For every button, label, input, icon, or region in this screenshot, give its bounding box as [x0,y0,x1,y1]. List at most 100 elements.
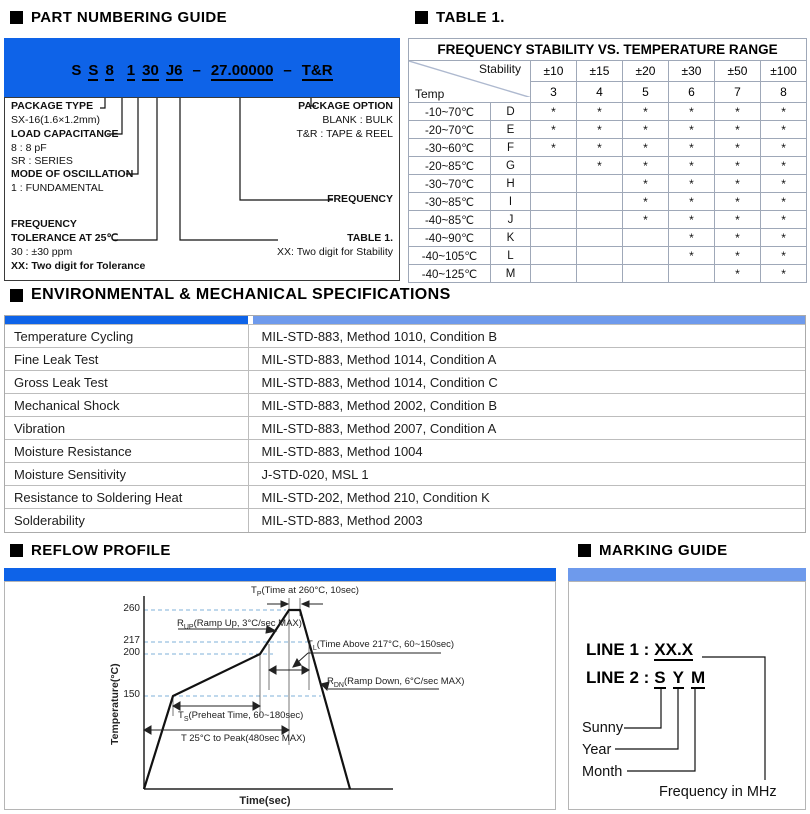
reflow-profile-chart: 260 217 200 150 Temperature(°C) Time(sec… [4,581,556,810]
spec-item: Moisture Resistance [5,439,249,463]
temp-code-cell: M [490,264,531,284]
table-row: -20~85℃ G * * * * * [408,156,808,176]
mark-cell: * [530,138,577,158]
part-number-banner: S S 8 1 30 J6 – 27.00000 – T&R [4,38,400,97]
table1-heading: TABLE 1. [415,9,505,26]
annotation-ramp-up: RUP(Ramp Up, 3°C/sec MAX) [177,618,302,631]
table-row: -10~70℃ D * * * * * * [408,102,808,122]
line2-char-m: M [690,668,706,689]
y-axis-label: Temperature(°C) [109,663,121,745]
square-bullet-icon [10,11,23,24]
table-row: Solderability MIL-STD-883, Method 2003 [5,508,805,532]
mark-cell [530,156,577,176]
table-row: Resistance to Soldering Heat MIL-STD-202… [5,485,805,509]
label-package-type: PACKAGE TYPE [11,100,94,112]
mark-cell: * [759,210,808,230]
stability-code-header: 6 [668,81,715,104]
label-freq-tol-1: FREQUENCY [11,218,77,230]
stability-code-header: 4 [576,81,623,104]
mark-cell [530,192,577,212]
label-load-cap-v2: SR : SERIES [11,155,73,167]
corner-stability-label: Stability [478,62,521,76]
mark-cell: * [622,174,669,194]
mark-cell: * [622,138,669,158]
mark-cell: * [759,102,808,122]
temp-range-cell: -30~85℃ [408,192,491,212]
stability-code-header: 5 [622,81,669,104]
dash-separator: – [192,62,201,79]
stability-code-header: 3 [530,81,577,104]
mark-cell: * [668,228,715,248]
annotation-tp: TP(Time at 260°C, 10sec) [251,585,359,598]
stability-col-header: ±50 [714,59,761,83]
stability-col-header: ±30 [668,59,715,83]
temp-code-cell: F [490,138,531,158]
legend-sunny: Sunny [582,720,624,736]
spec-item: Vibration [5,416,249,440]
mark-cell: * [576,102,623,122]
env-table-header-strip [5,316,805,324]
label-frequency: FREQUENCY [327,193,393,205]
y-tick-150: 150 [123,689,140,700]
marking-header-strip [568,568,806,581]
mark-cell [576,174,623,194]
part-code-segment: S [88,62,99,81]
stability-table-container: FREQUENCY STABILITY VS. TEMPERATURE RANG… [407,38,808,284]
temp-code-cell: D [490,102,531,122]
mark-cell: * [622,210,669,230]
table-row: Moisture Sensitivity J-STD-020, MSL 1 [5,462,805,486]
corner-temp-label: Temp [415,87,445,102]
dash-separator: – [283,62,292,79]
legend-month: Month [582,764,623,780]
x-axis-label: Time(sec) [239,795,291,807]
label-table1-ref-v: XX: Two digit for Stability [277,246,393,258]
spec-item: Temperature Cycling [5,324,249,348]
mark-cell: * [714,102,761,122]
part-code-segment: T&R [301,62,333,81]
temp-range-cell: -20~70℃ [408,120,491,140]
stability-col-header: ±15 [576,59,623,83]
table-row: Mechanical Shock MIL-STD-883, Method 200… [5,393,805,417]
mark-cell [576,264,623,284]
part-code-segment: 27.00000 [210,62,274,81]
mark-cell [576,246,623,266]
table-row: Gross Leak Test MIL-STD-883, Method 1014… [5,370,805,394]
table-row: Moisture Resistance MIL-STD-883, Method … [5,439,805,463]
spec-value: MIL-STD-202, Method 210, Condition K [248,485,805,509]
table-row: Vibration MIL-STD-883, Method 2007, Cond… [5,416,805,440]
mark-cell: * [714,156,761,176]
stability-col-header: ±10 [530,59,577,83]
table-row: -40~125℃ M * * [408,264,808,284]
spec-item: Gross Leak Test [5,370,249,394]
frequency-note: Frequency in MHz [659,784,777,800]
mark-cell: * [668,210,715,230]
label-freq-tol-2: TOLERANCE AT 25℃ [11,232,119,244]
spec-item: Moisture Sensitivity [5,462,249,486]
table-row: Temperature Cycling MIL-STD-883, Method … [5,324,805,348]
square-bullet-icon [10,288,23,302]
temp-code-cell: L [490,246,531,266]
table-row: -30~60℃ F * * * * * * [408,138,808,158]
part-code-segment: S [71,62,82,79]
marking-heading: MARKING GUIDE [578,542,728,559]
mark-cell: * [622,102,669,122]
spec-value: MIL-STD-883, Method 1014, Condition A [248,347,805,371]
section-title: MARKING GUIDE [599,542,728,559]
section-title: ENVIRONMENTAL & MECHANICAL SPECIFICATION… [31,286,451,303]
mark-cell: * [714,174,761,194]
mark-cell: * [668,102,715,122]
env-specs-heading: ENVIRONMENTAL & MECHANICAL SPECIFICATION… [10,286,451,304]
temp-range-cell: -10~70℃ [408,102,491,122]
temp-range-cell: -40~105℃ [408,246,491,266]
y-tick-217: 217 [123,635,140,646]
temp-code-cell: K [490,228,531,248]
mark-cell: * [576,120,623,140]
table-row: -40~105℃ L * * * [408,246,808,266]
mark-cell: * [668,192,715,212]
spec-value: J-STD-020, MSL 1 [248,462,805,486]
table-row: -40~90℃ K * * * [408,228,808,248]
square-bullet-icon [578,544,591,557]
marking-connector-lines [615,656,766,780]
